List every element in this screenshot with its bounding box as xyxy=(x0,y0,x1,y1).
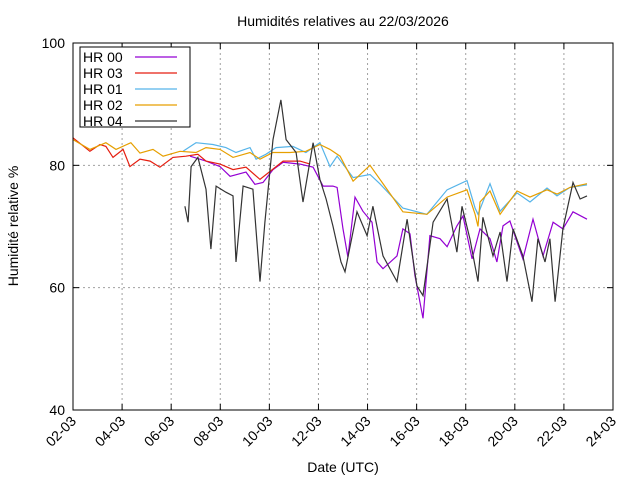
x-tick-label: 24-03 xyxy=(582,413,619,450)
x-tick-label: 10-03 xyxy=(239,413,276,450)
y-axis-label: Humidité relative % xyxy=(5,166,21,287)
x-tick-label: 18-03 xyxy=(435,413,472,450)
series-line-hr-01 xyxy=(182,141,588,216)
x-tick-label: 20-03 xyxy=(484,413,521,450)
y-tick-label: 60 xyxy=(49,280,65,296)
legend-box xyxy=(79,46,191,128)
x-tick-label: 08-03 xyxy=(190,413,227,450)
x-axis-label: Date (UTC) xyxy=(307,459,379,475)
legend-label: HR 01 xyxy=(83,81,123,97)
y-tick-label: 80 xyxy=(49,157,65,173)
series-line-hr-00 xyxy=(189,155,588,319)
x-tick-label: 12-03 xyxy=(288,413,325,450)
x-tick-label: 22-03 xyxy=(533,413,570,450)
plot-border xyxy=(72,42,614,411)
series-line-hr-04 xyxy=(184,99,588,302)
legend-label: HR 00 xyxy=(83,49,123,65)
x-tick-label: 16-03 xyxy=(386,413,423,450)
x-tick-label: 02-03 xyxy=(42,413,79,450)
legend-label: HR 02 xyxy=(83,97,123,113)
series-line-hr-02 xyxy=(72,139,588,227)
x-tick-label: 14-03 xyxy=(337,413,374,450)
x-tick-label: 06-03 xyxy=(141,413,178,450)
chart-title: Humidités relatives au 22/03/2026 xyxy=(237,13,449,29)
legend-label: HR 04 xyxy=(83,113,123,129)
y-tick-label: 100 xyxy=(42,35,66,51)
legend-label: HR 03 xyxy=(83,65,123,81)
series-group xyxy=(72,99,588,319)
x-tick-label: 04-03 xyxy=(92,413,129,450)
y-tick-label: 40 xyxy=(49,402,65,418)
series-line-hr-03 xyxy=(72,137,311,181)
